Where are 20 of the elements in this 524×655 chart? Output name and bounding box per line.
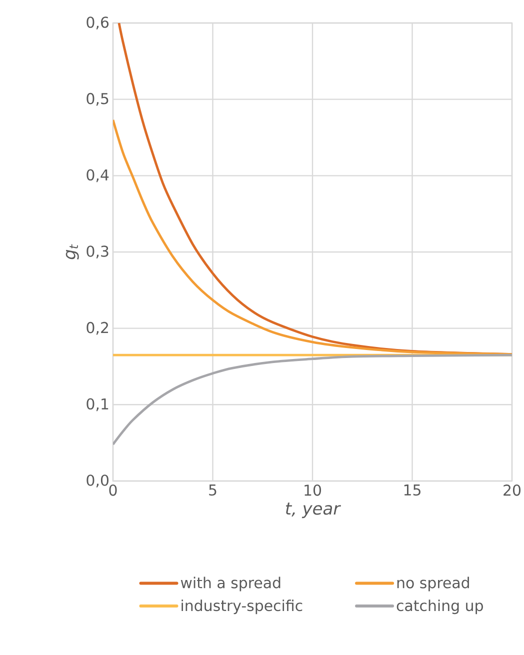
y-tick-label: 0,5 (86, 92, 108, 106)
x-tick-label: 10 (304, 484, 322, 496)
line-series (113, 118, 512, 356)
y-tick-label: 0,0 (86, 474, 108, 488)
legend-label: industry-specific (182, 600, 302, 614)
x-axis-title: t, year (286, 502, 341, 518)
legend-label: with a spread (180, 576, 280, 592)
x-tick-label: 15 (404, 484, 420, 496)
x-tick-label: 0 (109, 484, 117, 496)
x-tick-label: 5 (209, 484, 216, 496)
line-series (113, 354, 512, 446)
y-tick-label: 0,1 (86, 398, 108, 412)
y-tick-label: 0,3 (86, 246, 108, 258)
y-axis-title: g$_{t}$ (66, 244, 79, 260)
y-tick-label: 0,6 (86, 16, 109, 30)
x-tick-label: 20 (504, 484, 521, 496)
legend-label: no spread (397, 576, 469, 592)
y-tick-label: 0,4 (86, 169, 109, 182)
y-tick-label: 0,2 (86, 322, 108, 335)
legend-label: catching up (396, 600, 483, 614)
